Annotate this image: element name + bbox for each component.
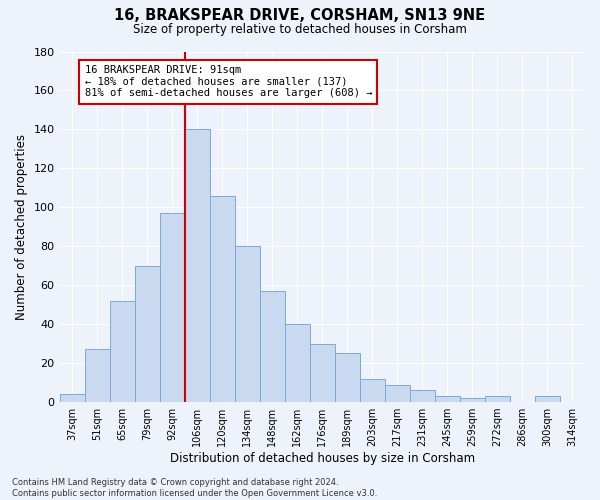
- Bar: [535, 396, 560, 402]
- Bar: [310, 344, 335, 402]
- Bar: [235, 246, 260, 402]
- X-axis label: Distribution of detached houses by size in Corsham: Distribution of detached houses by size …: [170, 452, 475, 465]
- Text: 16, BRAKSPEAR DRIVE, CORSHAM, SN13 9NE: 16, BRAKSPEAR DRIVE, CORSHAM, SN13 9NE: [115, 8, 485, 22]
- Bar: [435, 396, 460, 402]
- Bar: [110, 301, 134, 402]
- Bar: [85, 350, 110, 402]
- Text: 16 BRAKSPEAR DRIVE: 91sqm
← 18% of detached houses are smaller (137)
81% of semi: 16 BRAKSPEAR DRIVE: 91sqm ← 18% of detac…: [85, 65, 372, 98]
- Bar: [385, 384, 410, 402]
- Text: Contains HM Land Registry data © Crown copyright and database right 2024.
Contai: Contains HM Land Registry data © Crown c…: [12, 478, 377, 498]
- Y-axis label: Number of detached properties: Number of detached properties: [15, 134, 28, 320]
- Bar: [160, 213, 185, 402]
- Bar: [185, 130, 209, 402]
- Bar: [360, 378, 385, 402]
- Bar: [410, 390, 435, 402]
- Bar: [285, 324, 310, 402]
- Bar: [335, 354, 360, 402]
- Bar: [134, 266, 160, 402]
- Bar: [260, 291, 285, 402]
- Text: Size of property relative to detached houses in Corsham: Size of property relative to detached ho…: [133, 22, 467, 36]
- Bar: [485, 396, 510, 402]
- Bar: [209, 196, 235, 402]
- Bar: [59, 394, 85, 402]
- Bar: [460, 398, 485, 402]
